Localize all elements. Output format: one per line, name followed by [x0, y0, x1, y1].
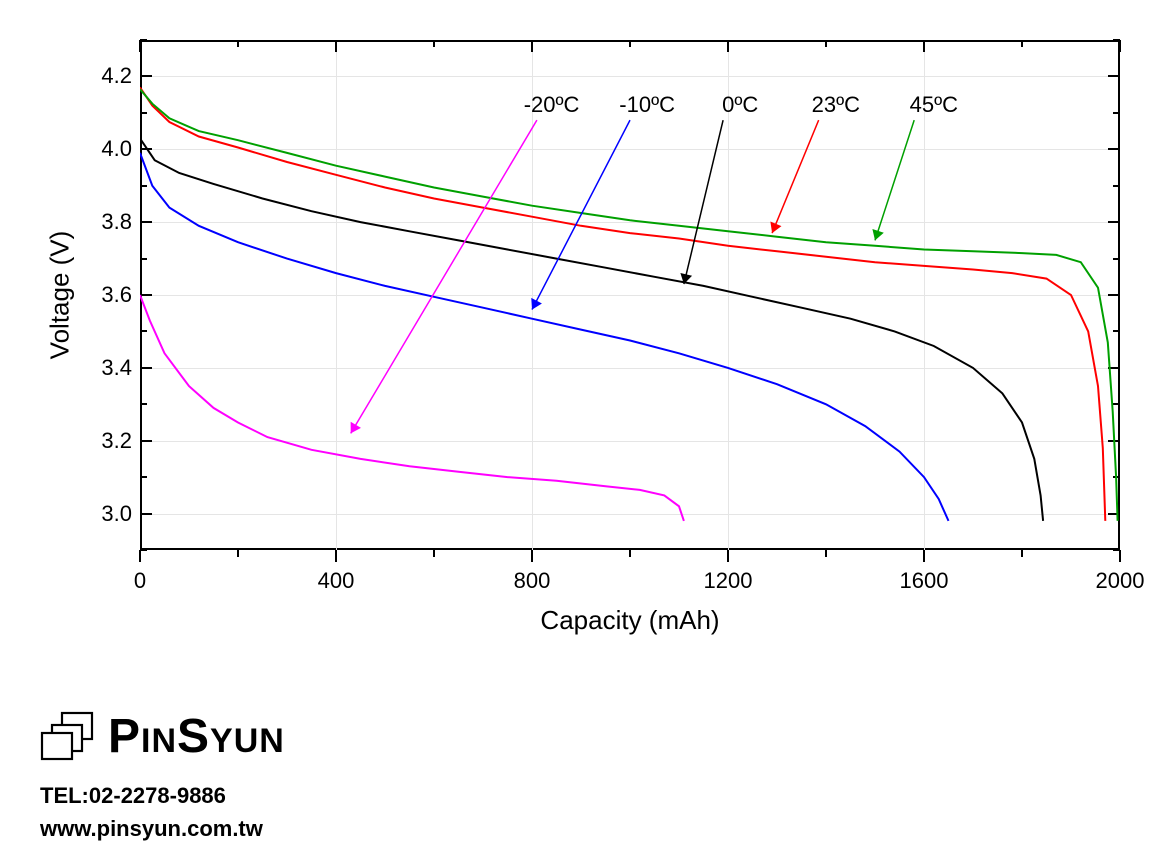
discharge-chart: Voltage (V) Capacity (mAh) 0400800120016… [40, 10, 1140, 650]
brand-name: PINSYUN [108, 713, 285, 761]
footer: PINSYUN TEL:02-2278-9886 www.pinsyun.com… [40, 709, 285, 845]
x-tick-label: 400 [318, 568, 355, 594]
brand-logo-icon [40, 709, 98, 761]
series-45ºC [140, 89, 1118, 521]
chart-curves [40, 10, 1140, 570]
contact-info: TEL:02-2278-9886 www.pinsyun.com.tw [40, 779, 285, 845]
tel-value: 02-2278-9886 [89, 783, 226, 808]
website-line: www.pinsyun.com.tw [40, 812, 285, 845]
x-tick-label: 1600 [900, 568, 949, 594]
tel-label: TEL: [40, 783, 89, 808]
x-tick-label: 0 [134, 568, 146, 594]
x-tick-label: 800 [514, 568, 551, 594]
series--20ºC [140, 295, 684, 521]
tel-line: TEL:02-2278-9886 [40, 779, 285, 812]
x-tick-label: 2000 [1096, 568, 1145, 594]
x-tick-label: 1200 [704, 568, 753, 594]
x-axis-label: Capacity (mAh) [540, 605, 719, 636]
